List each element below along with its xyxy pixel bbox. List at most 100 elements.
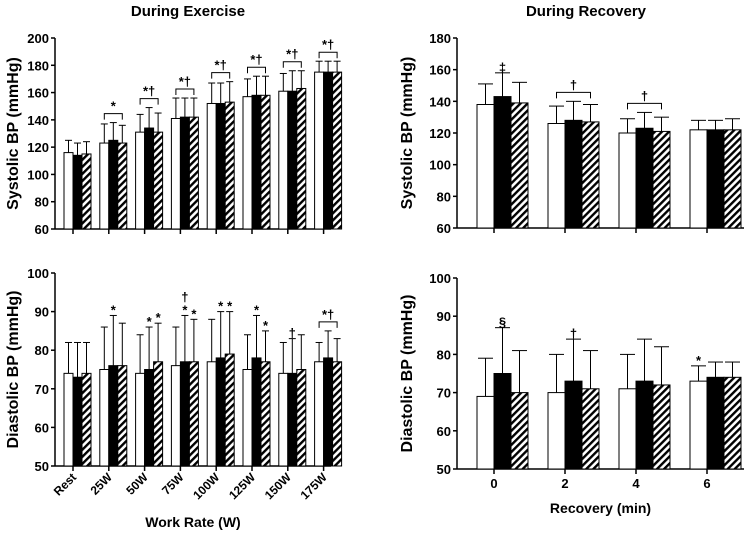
x-tick-label: 50W: [123, 470, 151, 498]
significance-marker: *: [227, 299, 233, 314]
bar-series-3: [652, 384, 671, 470]
significance-marker: *†: [143, 84, 155, 99]
bar-series-3: [188, 361, 199, 467]
x-tick-label: 0: [490, 476, 497, 491]
bar-series-1: [689, 380, 708, 470]
bar-series-2: [493, 96, 512, 229]
y-tick-label: 60: [437, 221, 451, 236]
significance-marker: *†: [286, 47, 298, 62]
significance-marker: *†: [322, 37, 334, 52]
bar-series-1: [242, 369, 253, 467]
significance-marker: *: [111, 99, 117, 114]
x-tick-label: Rest: [51, 470, 79, 498]
x-tick-label: 125W: [226, 470, 259, 503]
y-tick-label: 50: [437, 462, 451, 477]
x-tick-label: 2: [561, 476, 568, 491]
y-axis-label: Systolic BP (mmHg): [5, 57, 22, 210]
bar-series-2: [635, 127, 654, 229]
bar-series-3: [332, 361, 343, 467]
significance-bracket: [282, 61, 302, 68]
bar-series-3: [224, 101, 235, 230]
bar-series-2: [323, 357, 334, 467]
bar-series-1: [63, 372, 74, 467]
x-tick-label: 6: [703, 476, 710, 491]
x-axis-label: Recovery (min): [550, 500, 651, 516]
bar-series-3: [510, 102, 529, 229]
x-tick-label: 100W: [190, 470, 223, 503]
y-tick-label: 200: [27, 31, 49, 46]
y-tick-label: 70: [35, 382, 49, 397]
bar-series-3: [153, 361, 164, 467]
bar-series-3: [296, 369, 307, 467]
significance-bracket: [627, 102, 662, 110]
bar-series-3: [652, 130, 671, 229]
y-tick-label: 120: [27, 140, 49, 155]
bar-series-1: [314, 71, 325, 230]
significance-marker: †: [641, 88, 648, 103]
bar-series-2: [323, 71, 334, 230]
bar-series-3: [581, 388, 600, 470]
significance-bracket: [318, 321, 338, 328]
panel-exercise-diastolic: 50 60 70 80 90 100 Diastolic BP (mmHg) Work Rat…: [5, 266, 343, 530]
bar-series-1: [206, 361, 217, 467]
x-axis-label: Work Rate (W): [145, 514, 240, 530]
y-tick-label: 140: [429, 94, 451, 109]
bar-series-3: [723, 129, 742, 229]
y-tick-label: 80: [437, 347, 451, 362]
bar-series-3: [81, 372, 92, 467]
y-tick-label: 100: [27, 167, 49, 182]
bar-series-1: [689, 129, 708, 229]
bar-series-2: [215, 102, 226, 230]
bar-series-3: [81, 153, 92, 230]
bar-series-2: [144, 127, 155, 230]
x-tick-label: 4: [632, 476, 640, 491]
bar-series-2: [144, 369, 155, 467]
significance-marker: *: [218, 299, 224, 314]
bar-series-2: [493, 373, 512, 470]
bar-series-2: [179, 116, 190, 230]
bar-series-3: [581, 121, 600, 229]
significance-bracket: [211, 72, 231, 79]
significance-marker: *†: [179, 74, 191, 89]
bar-series-1: [99, 142, 110, 230]
bar-series-1: [99, 369, 110, 467]
bar-series-2: [287, 90, 298, 230]
significance-marker: *: [156, 310, 162, 325]
bar-series-3: [723, 376, 742, 470]
significance-marker: †: [181, 289, 188, 304]
significance-marker: *: [111, 302, 117, 317]
significance-bracket: [556, 91, 591, 99]
bar-series-2: [251, 94, 262, 230]
y-tick-label: 60: [35, 420, 49, 435]
bar-series-1: [547, 392, 566, 470]
significance-marker: †: [570, 77, 577, 92]
x-tick-label: 25W: [88, 470, 116, 498]
x-tick-label: 175W: [298, 470, 331, 503]
y-tick-label: 160: [429, 63, 451, 78]
bar-series-2: [564, 119, 583, 229]
significance-marker: *: [182, 302, 188, 317]
y-tick-label: 160: [27, 86, 49, 101]
y-axis-label: Diastolic BP (mmHg): [5, 291, 22, 449]
x-tick-label: 150W: [262, 470, 295, 503]
significance-marker: *†: [322, 307, 334, 322]
bar-series-1: [547, 123, 566, 229]
panel-recovery-systolic: 60 80 100 120 140 160 180 Systolic BP (mmHg) ‡ † †: [399, 31, 744, 236]
bar-series-3: [296, 87, 307, 230]
y-tick-label: 120: [429, 126, 451, 141]
bar-series-2: [706, 376, 725, 470]
bar-series-3: [117, 142, 128, 230]
significance-marker: †: [570, 326, 577, 341]
bar-series-2: [706, 129, 725, 229]
y-axis-label: Systolic BP (mmHg): [399, 57, 416, 210]
y-tick-label: 180: [429, 31, 451, 46]
significance-marker: *: [191, 306, 197, 321]
significance-marker: ‡: [499, 60, 506, 75]
significance-marker: *: [147, 314, 153, 329]
bar-series-1: [242, 96, 253, 230]
y-tick-label: 70: [437, 386, 451, 401]
bar-series-1: [618, 132, 637, 229]
significance-marker: *: [254, 302, 260, 317]
y-tick-label: 60: [35, 222, 49, 237]
